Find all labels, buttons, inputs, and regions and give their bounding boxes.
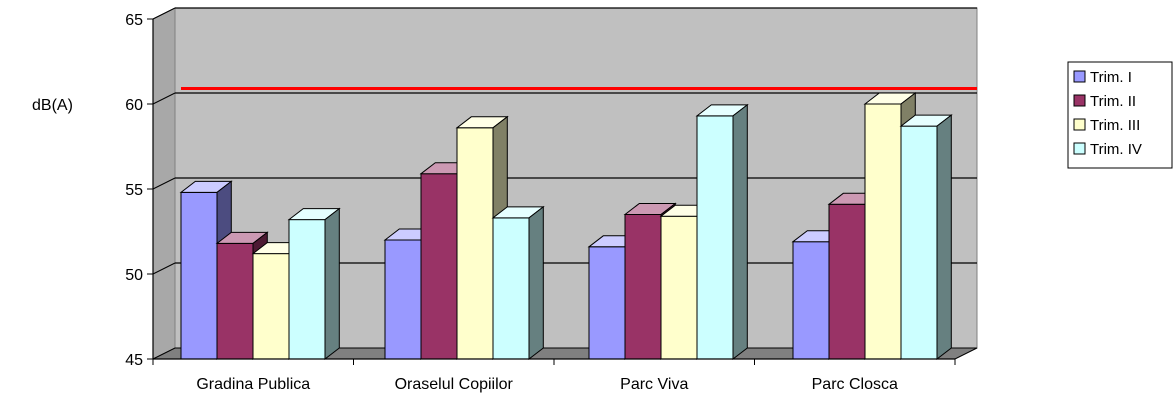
x-tick-label: Parc Closca [812,376,898,393]
bar-side [324,207,340,361]
gridline-side [152,262,176,275]
bar [695,103,749,361]
gridline-side [152,177,176,190]
bar [491,205,545,361]
x-tick-label: Oraselul Copiilor [395,376,514,393]
x-axis-ticks: Gradina Publica Oraselul Copiilor Parc Viv… [152,359,956,393]
bar-front [864,103,902,360]
y-tick-label: 60 [125,97,143,114]
y-tick-label: 45 [125,352,143,369]
legend: Trim. I Trim. II Trim. III Trim. IV [1067,61,1173,169]
gridline-side [152,92,176,105]
y-axis-label: dB(A) [32,97,73,114]
bar-front [900,125,938,360]
legend-swatch [1073,70,1086,83]
gridline-side [152,7,176,20]
bar-side [936,114,952,361]
legend-label: Trim. II [1090,93,1136,110]
bar-front [660,215,698,360]
legend-swatch [1073,118,1086,131]
legend-label: Trim. III [1090,117,1140,134]
bar-front [288,219,326,360]
bar-front [456,127,494,360]
bar-side [528,205,544,361]
bar-front [588,246,626,360]
y-tick-label: 65 [125,12,143,29]
bar [899,114,953,361]
legend-label: Trim. IV [1090,141,1142,158]
bar-front [828,203,866,360]
legend-swatch [1073,94,1086,107]
x-tick-label: Gradina Publica [196,376,310,393]
bar-front [420,173,458,360]
legend-swatch [1073,142,1086,155]
y-tick-label: 55 [125,182,143,199]
y-axis-ticks: 45 50 55 60 65 [125,12,153,369]
bar-front [696,115,734,360]
bar-front [216,242,254,360]
legend-label: Trim. I [1090,69,1132,86]
bar [287,207,341,361]
bar-front [384,239,422,360]
x-tick-label: Parc Viva [620,376,688,393]
bar-front [180,191,218,360]
y-tick-label: 50 [125,267,143,284]
bar-front [792,241,830,360]
bar-front [252,253,290,360]
bar-front [624,214,662,360]
bar-side [732,103,748,361]
bar-front [492,217,530,360]
